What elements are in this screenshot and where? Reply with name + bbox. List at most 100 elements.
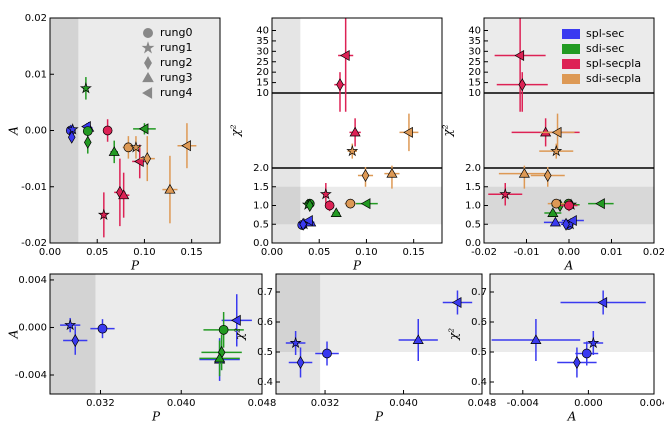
y-tick-label: 2.0 xyxy=(253,163,269,174)
y-tick-label: 25 xyxy=(468,57,481,68)
marker xyxy=(82,126,93,136)
marker xyxy=(530,334,542,344)
x-tick-label: 0.00 xyxy=(261,247,283,258)
y-tick-label: 0.4 xyxy=(257,377,273,388)
shade-band xyxy=(276,274,482,352)
plot-background xyxy=(50,274,262,394)
marker xyxy=(597,296,608,309)
marker xyxy=(499,187,512,200)
y-tick-label: 30 xyxy=(468,46,481,57)
marker xyxy=(595,198,605,210)
legend-label: rung2 xyxy=(160,56,192,69)
marker xyxy=(514,49,525,62)
plot-area xyxy=(50,274,252,394)
y-tick-label: 20 xyxy=(256,67,269,78)
legend-marker xyxy=(144,56,152,70)
marker xyxy=(218,324,229,335)
panel: 0.00 0.05 0.10 0.15 -0.02 -0.01 0.00 0.01 0.02 P A… xyxy=(7,13,221,273)
legend-label: sdi-secpla xyxy=(586,72,641,85)
y-tick-label: 0.6 xyxy=(257,317,273,328)
x-tick-label: 0.00 xyxy=(39,247,61,258)
y-tick-label: 0.5 xyxy=(257,347,273,358)
x-tick-label: 0.004 xyxy=(640,398,664,409)
y-axis-label: A xyxy=(7,329,21,339)
marker xyxy=(547,207,559,217)
marker xyxy=(296,355,305,370)
marker xyxy=(551,198,562,209)
panel: 0.00 0.05 0.10 0.150.00.51.01.52.0101520253… xyxy=(229,17,443,273)
y-tick-label: 35 xyxy=(468,36,481,47)
x-axis-label: P xyxy=(374,410,384,424)
marker xyxy=(214,352,226,363)
marker xyxy=(319,187,332,200)
marker xyxy=(79,82,92,94)
x-tick-label: 0.00 xyxy=(558,247,580,258)
panel: 0.032 0.040 0.048 -0.004 0.000 0.004 P A xyxy=(7,273,277,424)
marker xyxy=(551,126,562,138)
plot-frame xyxy=(489,273,655,395)
marker xyxy=(581,348,592,359)
marker xyxy=(346,144,359,157)
panel: -0.02 -0.01 0.00 0.01 0.02 0.0 0.5 1.0 1.5 2.0 101… xyxy=(441,17,664,273)
y-tick-label: 0.0 xyxy=(465,238,481,249)
y-tick-label: 35 xyxy=(256,36,269,47)
marker xyxy=(231,314,241,326)
marker xyxy=(303,214,313,227)
y-tick-label: 0.00 xyxy=(25,126,47,137)
marker xyxy=(67,130,76,144)
y-axis-label: χ² xyxy=(441,124,455,137)
y-tick-label: 15 xyxy=(256,78,269,89)
plot-area xyxy=(484,18,654,231)
legend-swatch xyxy=(562,59,580,69)
marker xyxy=(360,198,371,210)
x-tick-label: 0.01 xyxy=(600,247,622,258)
y-tick-label: 0.7 xyxy=(471,287,487,298)
legend-label: rung0 xyxy=(160,26,192,39)
marker xyxy=(349,126,361,137)
x-axis-label: A xyxy=(564,259,574,273)
marker xyxy=(567,214,577,227)
marker xyxy=(386,167,398,178)
y-tick-label: 1.0 xyxy=(253,201,269,212)
legend-marker xyxy=(141,41,155,54)
x-axis-label: P xyxy=(151,410,161,424)
marker xyxy=(518,167,530,178)
y-tick-label: 0.4 xyxy=(471,377,487,388)
marker xyxy=(518,78,527,92)
plot-area xyxy=(272,18,442,243)
y-tick-label: 0.5 xyxy=(471,347,487,358)
y-tick-label: 40 xyxy=(468,26,481,37)
marker xyxy=(305,198,314,213)
y-tick-label: -0.02 xyxy=(21,238,47,249)
y-tick-label: 30 xyxy=(256,46,269,57)
y-axis-label: χ² xyxy=(229,124,243,137)
shade-region xyxy=(276,274,321,394)
y-tick-label: 40 xyxy=(256,26,269,37)
marker xyxy=(123,142,134,153)
y-tick-label: 0.5 xyxy=(465,219,481,230)
plot-frame xyxy=(49,273,263,395)
marker xyxy=(129,141,142,153)
x-tick-label: 0.05 xyxy=(86,247,108,258)
y-tick-label: 25 xyxy=(256,57,269,68)
marker xyxy=(451,296,462,309)
legend-label: rung3 xyxy=(160,71,192,84)
shade-region xyxy=(272,18,301,243)
marker xyxy=(543,168,552,183)
marker xyxy=(83,135,92,149)
marker xyxy=(143,152,152,166)
legend-marker xyxy=(142,87,153,99)
y-tick-label: 0.01 xyxy=(25,69,47,80)
y-tick-label: -0.01 xyxy=(21,182,47,193)
x-tick-label: 0.10 xyxy=(355,247,377,258)
marker xyxy=(573,355,581,370)
x-tick-label: 0.040 xyxy=(167,398,196,409)
x-tick-label: 0.02 xyxy=(643,247,664,258)
legend-label: spl-sec xyxy=(586,27,624,40)
panel: -0.004 0.000 0.004 0.4 0.5 0.6 0.7 Aχ² xyxy=(447,273,664,424)
x-tick-label: -0.02 xyxy=(471,247,497,258)
x-tick-label: 0.032 xyxy=(86,398,115,409)
x-tick-label: 0.040 xyxy=(389,398,418,409)
x-tick-label: 0.05 xyxy=(308,247,330,258)
x-tick-label: 0.048 xyxy=(248,398,277,409)
